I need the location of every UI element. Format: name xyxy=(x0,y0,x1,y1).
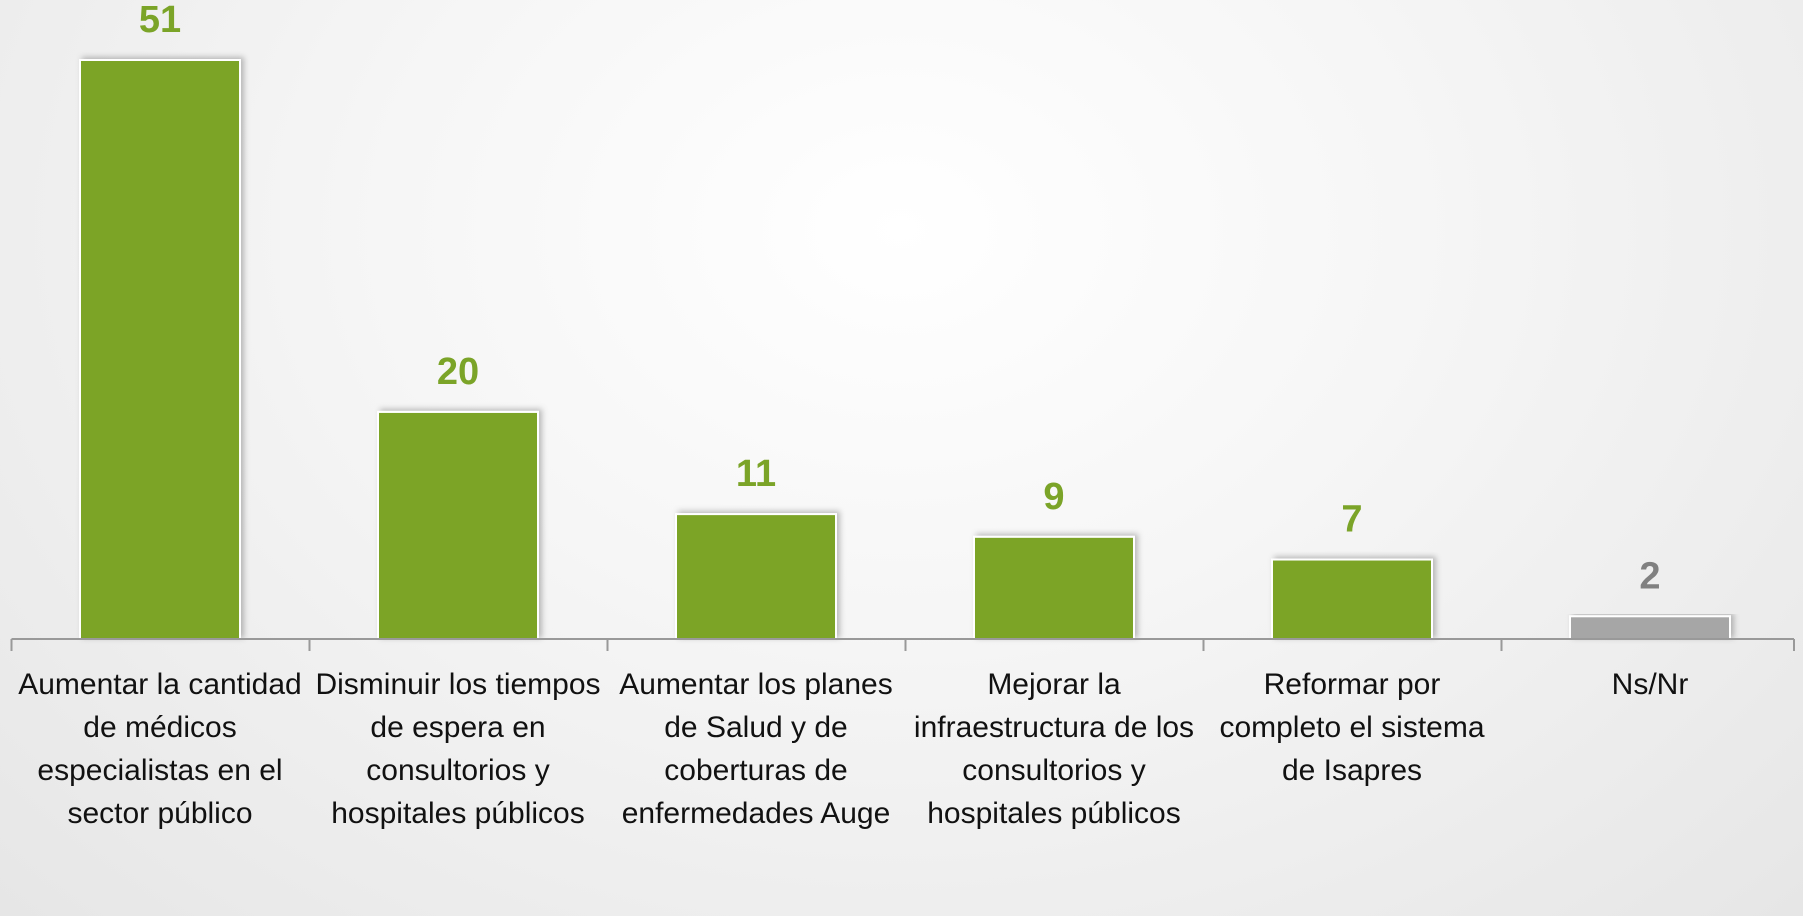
bar xyxy=(79,59,241,640)
bar xyxy=(377,410,539,640)
x-tick-label: Disminuir los tiempos de espera en consu… xyxy=(315,668,601,830)
value-label: 11 xyxy=(736,453,776,495)
bar xyxy=(675,513,837,641)
x-tick-label: Mejorar la infraestructura de los consul… xyxy=(913,668,1195,830)
x-tick-label: Ns/Nr xyxy=(1611,668,1689,701)
bar xyxy=(973,535,1135,641)
x-tick-label: Reformar por completo el sistema de Isap… xyxy=(1219,668,1485,787)
value-label: 20 xyxy=(437,351,479,393)
x-tick-label: Aumentar la cantidad de médicos especial… xyxy=(18,668,302,830)
value-label: 2 xyxy=(1639,555,1660,597)
bar xyxy=(1569,615,1731,641)
x-tick-label: Aumentar los planes de Salud y de cobert… xyxy=(619,668,893,830)
value-label: 7 xyxy=(1341,499,1362,541)
value-label: 51 xyxy=(139,0,181,41)
bar xyxy=(1271,558,1433,641)
value-label: 9 xyxy=(1043,476,1064,518)
